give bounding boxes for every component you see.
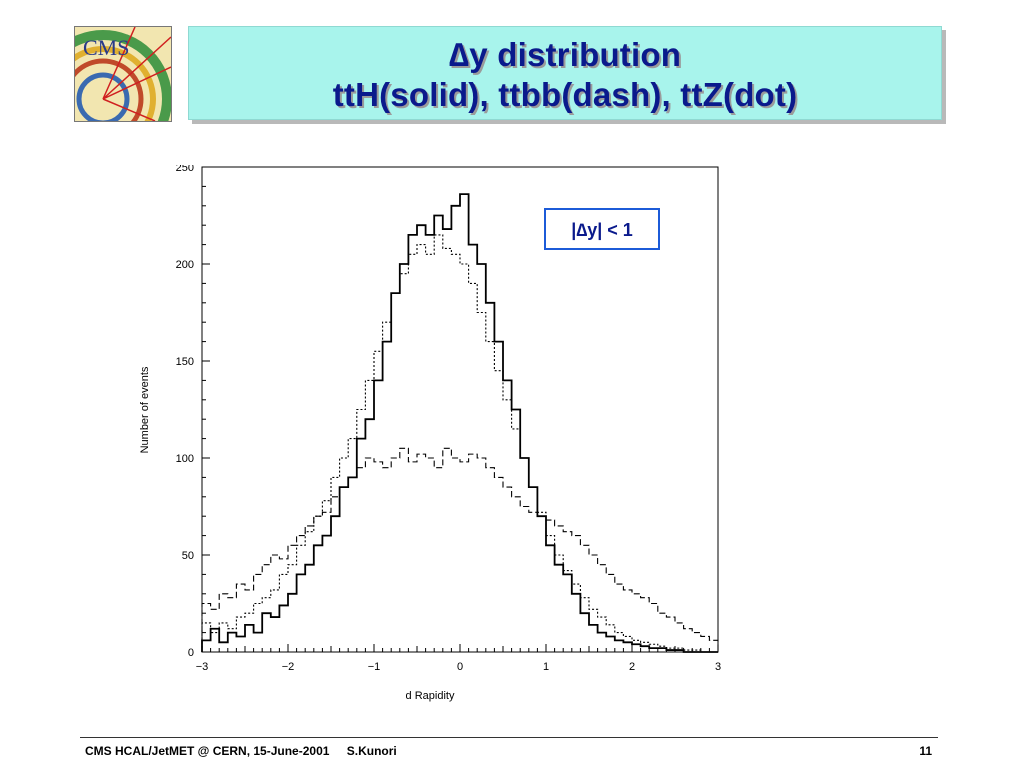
y-tick-label: 200 bbox=[176, 259, 194, 271]
footer-event: CMS HCAL/JetMET @ CERN, 15-June-2001 bbox=[85, 744, 330, 758]
x-tick-label: −2 bbox=[282, 661, 295, 673]
chart-svg: −3 −2 −1 0 1 2 3 0 50 100 150 200 250 d Rapidity Num… bbox=[139, 165, 721, 702]
x-tick-label: 1 bbox=[543, 661, 549, 673]
x-tick-label: 3 bbox=[715, 661, 721, 673]
cms-logo-graphic: CMS bbox=[75, 27, 171, 121]
logo-text: CMS bbox=[83, 35, 129, 60]
slide-title-line2: ttH(solid), ttbb(dash), ttZ(dot) bbox=[332, 76, 798, 113]
cms-logo: CMS bbox=[74, 26, 172, 122]
x-tick-label: 2 bbox=[629, 661, 635, 673]
histogram-ttz bbox=[201, 234, 718, 653]
y-tick-label: 100 bbox=[176, 453, 194, 465]
annotation-box bbox=[544, 208, 660, 250]
y-axis-label: Number of events bbox=[139, 366, 151, 453]
page-number: 11 bbox=[919, 744, 932, 758]
footer: CMS HCAL/JetMET @ CERN, 15-June-2001 S.K… bbox=[85, 744, 397, 758]
annotation-text: |∆y| < 1 bbox=[571, 220, 633, 240]
chart: −3 −2 −1 0 1 2 3 0 50 100 150 200 250 d Rapidity Num… bbox=[130, 165, 730, 710]
footer-author: S.Kunori bbox=[346, 744, 397, 758]
y-tick-label: 250 bbox=[176, 165, 194, 174]
x-axis-label: d Rapidity bbox=[406, 690, 455, 702]
histogram-tth bbox=[201, 193, 718, 653]
x-tick-label: −3 bbox=[196, 661, 209, 673]
slide-title-line1: ∆y distribution bbox=[448, 36, 682, 73]
title-box: ∆y distribution ttH(solid), ttbb(dash), … bbox=[188, 26, 942, 120]
footer-rule bbox=[80, 737, 938, 738]
x-tick-label: 0 bbox=[457, 661, 463, 673]
y-tick-label: 150 bbox=[176, 356, 194, 368]
y-tick-label: 0 bbox=[188, 647, 194, 659]
y-tick-label: 50 bbox=[182, 550, 194, 562]
x-tick-label: −1 bbox=[368, 661, 381, 673]
histogram-ttbb bbox=[201, 447, 719, 652]
